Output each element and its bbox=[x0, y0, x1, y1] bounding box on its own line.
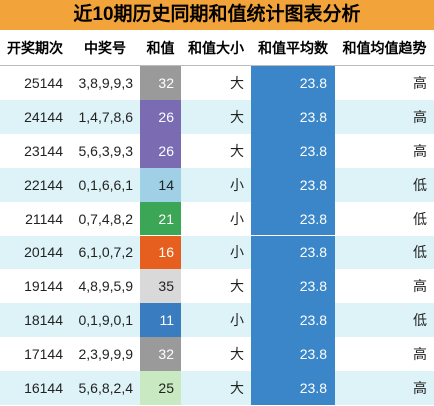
row-background bbox=[0, 337, 434, 372]
size-cell: 小 bbox=[230, 176, 244, 193]
size-cell: 小 bbox=[230, 244, 244, 261]
trend-cell: 高 bbox=[413, 346, 427, 363]
title: 近10期历史同期和值统计图表分析 bbox=[0, 0, 434, 30]
sum-cell: 11 bbox=[140, 303, 181, 338]
trend-cell: 高 bbox=[413, 108, 427, 125]
sum-cell: 35 bbox=[140, 269, 181, 304]
average-cell: 23.8 bbox=[251, 201, 335, 236]
header-cell: 开奖期次 bbox=[7, 39, 63, 56]
size-cell: 大 bbox=[230, 74, 244, 91]
issue-cell: 19144 bbox=[24, 278, 63, 295]
size-cell: 小 bbox=[230, 210, 244, 227]
size-cell: 大 bbox=[230, 346, 244, 363]
trend-cell: 高 bbox=[413, 142, 427, 159]
numbers-cell: 0,1,6,6,1 bbox=[78, 176, 134, 193]
average-cell: 23.8 bbox=[251, 167, 335, 202]
header-cell: 中奖号 bbox=[84, 39, 126, 56]
trend-cell: 高 bbox=[413, 74, 427, 91]
sum-cell: 32 bbox=[140, 66, 181, 100]
header-border bbox=[0, 65, 434, 66]
numbers-cell: 3,8,9,9,3 bbox=[78, 74, 134, 91]
numbers-cell: 0,7,4,8,2 bbox=[78, 210, 134, 227]
header-cell: 和值平均数 bbox=[258, 39, 328, 56]
trend-cell: 低 bbox=[413, 176, 427, 193]
numbers-cell: 6,1,0,7,2 bbox=[78, 244, 134, 261]
row-background bbox=[0, 269, 434, 304]
size-cell: 小 bbox=[230, 312, 244, 329]
issue-cell: 18144 bbox=[24, 312, 63, 329]
sum-cell: 32 bbox=[140, 337, 181, 372]
issue-cell: 20144 bbox=[24, 244, 63, 261]
trend-cell: 高 bbox=[413, 278, 427, 295]
average-cell: 23.8 bbox=[251, 133, 335, 168]
numbers-cell: 2,3,9,9,9 bbox=[78, 346, 134, 363]
issue-cell: 21144 bbox=[25, 210, 63, 227]
sum-cell: 21 bbox=[140, 201, 181, 236]
trend-cell: 低 bbox=[413, 244, 427, 261]
issue-cell: 17144 bbox=[24, 346, 63, 363]
trend-cell: 低 bbox=[413, 312, 427, 329]
numbers-cell: 5,6,8,2,4 bbox=[78, 380, 134, 397]
row-background bbox=[0, 371, 434, 405]
size-cell: 大 bbox=[230, 108, 244, 125]
numbers-cell: 5,6,3,9,3 bbox=[78, 142, 134, 159]
average-cell: 23.8 bbox=[251, 371, 335, 405]
size-cell: 大 bbox=[230, 380, 244, 397]
numbers-cell: 0,1,9,0,1 bbox=[78, 312, 134, 329]
size-cell: 大 bbox=[230, 278, 244, 295]
size-cell: 大 bbox=[230, 142, 244, 159]
average-cell: 23.8 bbox=[251, 99, 335, 134]
issue-cell: 23144 bbox=[24, 142, 63, 159]
average-cell: 23.8 bbox=[251, 337, 335, 372]
issue-cell: 24144 bbox=[24, 108, 63, 125]
sum-cell: 14 bbox=[140, 167, 181, 202]
average-cell: 23.8 bbox=[251, 269, 335, 304]
sum-cell: 25 bbox=[140, 371, 181, 405]
average-cell: 23.8 bbox=[251, 235, 335, 270]
sum-cell: 26 bbox=[140, 99, 181, 134]
header-cell: 和值均值趋势 bbox=[342, 39, 427, 56]
numbers-cell: 4,8,9,5,9 bbox=[78, 278, 134, 295]
issue-cell: 22144 bbox=[24, 176, 63, 193]
trend-cell: 高 bbox=[413, 380, 427, 397]
numbers-cell: 1,4,7,8,6 bbox=[78, 108, 134, 125]
average-cell: 23.8 bbox=[251, 303, 335, 338]
header-cell: 和值大小 bbox=[188, 39, 244, 56]
trend-cell: 低 bbox=[413, 210, 427, 227]
average-cell: 23.8 bbox=[251, 66, 335, 100]
row-background bbox=[0, 167, 434, 202]
row-background bbox=[0, 235, 434, 270]
row-background bbox=[0, 66, 434, 100]
sum-cell: 16 bbox=[140, 235, 181, 270]
header-cell: 和值 bbox=[146, 39, 175, 56]
sum-cell: 26 bbox=[140, 133, 181, 168]
row-background bbox=[0, 201, 434, 236]
row-background bbox=[0, 303, 434, 338]
issue-cell: 16144 bbox=[24, 380, 63, 397]
issue-cell: 25144 bbox=[24, 74, 63, 91]
row-background bbox=[0, 99, 434, 134]
row-background bbox=[0, 133, 434, 168]
